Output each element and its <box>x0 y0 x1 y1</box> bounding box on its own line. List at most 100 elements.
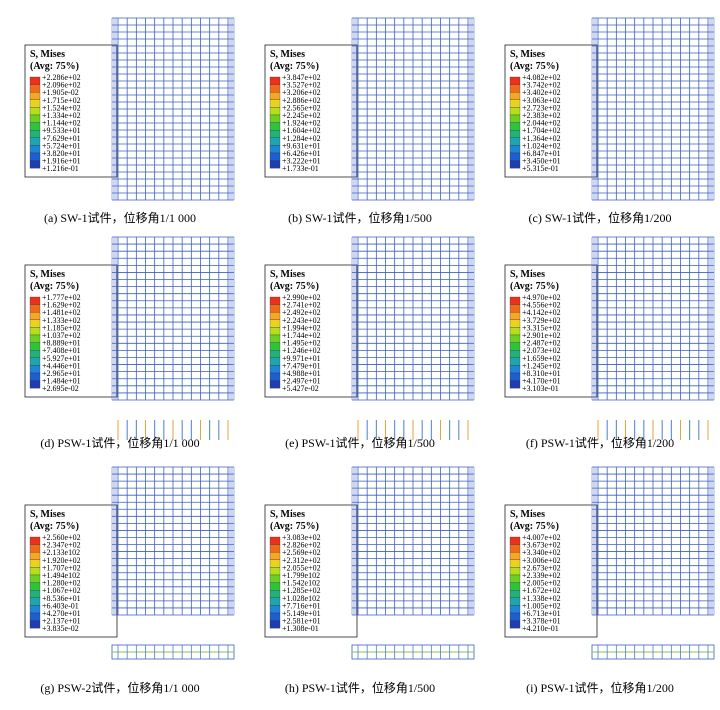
caption: (b) SW-1试件，位移角1/500 <box>288 210 432 225</box>
legend-value: +1.704e+02 <box>522 126 561 135</box>
color-band <box>269 114 281 123</box>
color-band <box>509 319 521 328</box>
color-band <box>269 130 281 138</box>
legend-value: +4.270e+01 <box>42 609 81 618</box>
legend-value: +5.149e+01 <box>282 609 321 618</box>
legend-value: +2.383e+02 <box>522 111 561 120</box>
legend-title: (Avg: 75%) <box>510 521 559 532</box>
legend-value: +6.426e+01 <box>282 149 321 158</box>
caption: (i) PSW-1试件，位移角1/200 <box>526 680 674 695</box>
legend-value: +2.347e+02 <box>42 541 81 550</box>
legend-value: +2.673e+02 <box>522 563 561 572</box>
legend-value: +2.286e+02 <box>42 73 81 82</box>
color-band <box>269 342 281 351</box>
color-band <box>269 319 281 328</box>
legend-value: +3.103e-01 <box>522 384 559 393</box>
legend-value: +1.284e+02 <box>282 134 321 143</box>
legend-value: +2.695e-02 <box>42 384 79 393</box>
legend-value: +4.170e+01 <box>522 377 561 386</box>
color-band <box>29 296 41 305</box>
legend-value: +2.497e+01 <box>282 377 321 386</box>
color-band <box>269 334 281 343</box>
color-band <box>509 92 521 100</box>
color-band <box>29 536 41 545</box>
legend-value: +3.083e+02 <box>282 533 321 542</box>
legend-value: +6.847e+01 <box>522 149 561 158</box>
legend-title: (Avg: 75%) <box>270 61 319 72</box>
legend-value: +1.338e+02 <box>522 594 561 603</box>
color-band <box>29 99 41 108</box>
legend-value: +1.245e+02 <box>522 361 561 370</box>
caption: (a) SW-1试件，位移角1/1 000 <box>44 210 196 225</box>
color-band <box>29 107 41 116</box>
legend-value: +2.055e+02 <box>282 563 321 572</box>
color-band <box>509 357 521 366</box>
legend-value: +2.826e+02 <box>282 541 321 550</box>
legend-title: S, Mises <box>510 49 545 60</box>
legend-value: +7.716e+01 <box>282 601 321 610</box>
color-band <box>269 327 281 336</box>
color-band <box>29 312 41 320</box>
legend-value: +8.889e+01 <box>42 339 81 348</box>
legend-box <box>264 504 358 638</box>
legend-value: +4.210e-01 <box>522 624 559 633</box>
color-band <box>29 130 41 138</box>
panel: S, Mises(Avg: 75%)+4.970e+02+4.556e+02+4… <box>504 236 715 450</box>
legend-value: +2.886e+02 <box>282 96 321 105</box>
color-band <box>269 544 281 553</box>
color-band <box>29 582 41 591</box>
legend-value: +7.408e+01 <box>42 346 81 355</box>
panel: S, Mises(Avg: 75%)+2.560e+02+2.347e+02+2… <box>24 466 235 695</box>
color-band <box>29 137 41 146</box>
legend-value: +2.560e+02 <box>42 533 81 542</box>
legend-value: +2.243e+02 <box>282 316 321 325</box>
legend-value: +2.339e+02 <box>522 571 561 580</box>
color-band <box>269 92 281 100</box>
color-band <box>509 114 521 123</box>
color-band <box>509 76 521 85</box>
legend-value: +3.742e+02 <box>522 81 561 90</box>
color-band <box>269 76 281 85</box>
panel: S, Mises(Avg: 75%)+1.777e+02+1.629e+02+1… <box>24 236 235 450</box>
color-band <box>269 372 281 381</box>
color-band <box>509 536 521 545</box>
legend-title: (Avg: 75%) <box>270 281 319 292</box>
legend-value: +1.285e+02 <box>282 586 321 595</box>
legend-value: +4.142e+02 <box>522 308 561 317</box>
legend-value: +2.990e+02 <box>282 293 321 302</box>
color-band <box>269 304 281 313</box>
legend-value: +2.245e+02 <box>282 111 321 120</box>
legend-value: +3.063e+02 <box>522 96 561 105</box>
color-band <box>509 130 521 138</box>
legend-value: +2.965e+01 <box>42 369 81 378</box>
color-band <box>509 152 521 161</box>
color-band <box>29 380 41 389</box>
legend-value: +7.629e+01 <box>42 134 81 143</box>
legend-title: S, Mises <box>510 509 545 520</box>
legend-value: +1.333e+02 <box>42 316 81 325</box>
legend-title: S, Mises <box>30 269 65 280</box>
legend-value: +1.494e102 <box>42 571 80 580</box>
color-band <box>269 552 281 560</box>
color-band <box>29 342 41 351</box>
legend-value: +3.729e+02 <box>522 316 561 325</box>
color-band <box>509 559 521 568</box>
legend-value: +9.533e+01 <box>42 126 81 135</box>
legend-value: +1.005e+02 <box>522 601 561 610</box>
color-band <box>269 357 281 366</box>
legend-value: +3.835e-02 <box>42 624 79 633</box>
legend-value: +1.481e+02 <box>42 308 81 317</box>
legend-value: +5.724e+01 <box>42 141 81 150</box>
legend-value: +1.524e+02 <box>42 103 81 112</box>
color-band <box>29 559 41 568</box>
legend-title: (Avg: 75%) <box>510 61 559 72</box>
color-band <box>269 122 281 131</box>
color-band <box>269 590 281 598</box>
legend-value: +1.334e+02 <box>42 111 81 120</box>
color-band <box>269 605 281 614</box>
caption: (f) PSW-1试件，位移角1/200 <box>526 435 674 450</box>
color-band <box>29 590 41 598</box>
color-band <box>509 84 521 93</box>
color-band <box>509 590 521 598</box>
legend-title: (Avg: 75%) <box>30 521 79 532</box>
